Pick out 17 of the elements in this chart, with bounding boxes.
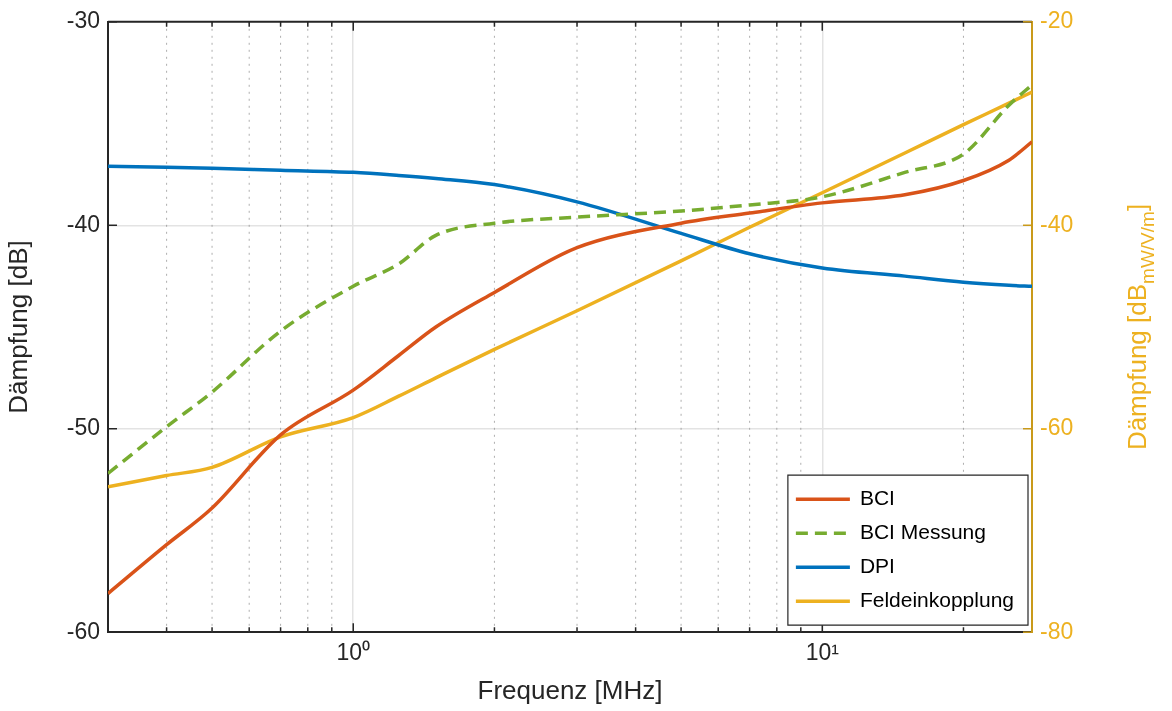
y2-tick-label: -40 bbox=[1040, 210, 1074, 237]
y2-tick-label: -20 bbox=[1040, 7, 1074, 34]
y-tick-label: -60 bbox=[66, 617, 100, 644]
y2-axis-title: Dämpfung [dBmW/V/m] bbox=[1122, 203, 1158, 451]
x-axis-title: Frequenz [MHz] bbox=[477, 674, 663, 705]
x-tick-label: 10¹ bbox=[805, 639, 840, 666]
y-tick-label: -30 bbox=[66, 7, 100, 34]
legend-label: BCI Messung bbox=[859, 520, 986, 543]
legend-label: BCI bbox=[859, 486, 895, 509]
y-axis-title: Dämpfung [dB] bbox=[2, 240, 33, 414]
y-tick-label: -50 bbox=[66, 414, 100, 441]
y-tick-label: -40 bbox=[66, 210, 100, 237]
legend-label: Feldeinkopplung bbox=[859, 588, 1015, 611]
legend-label: DPI bbox=[859, 554, 895, 577]
y2-tick-label: -80 bbox=[1040, 617, 1074, 644]
x-tick-label: 10⁰ bbox=[336, 639, 371, 666]
y2-tick-label: -60 bbox=[1040, 414, 1074, 441]
